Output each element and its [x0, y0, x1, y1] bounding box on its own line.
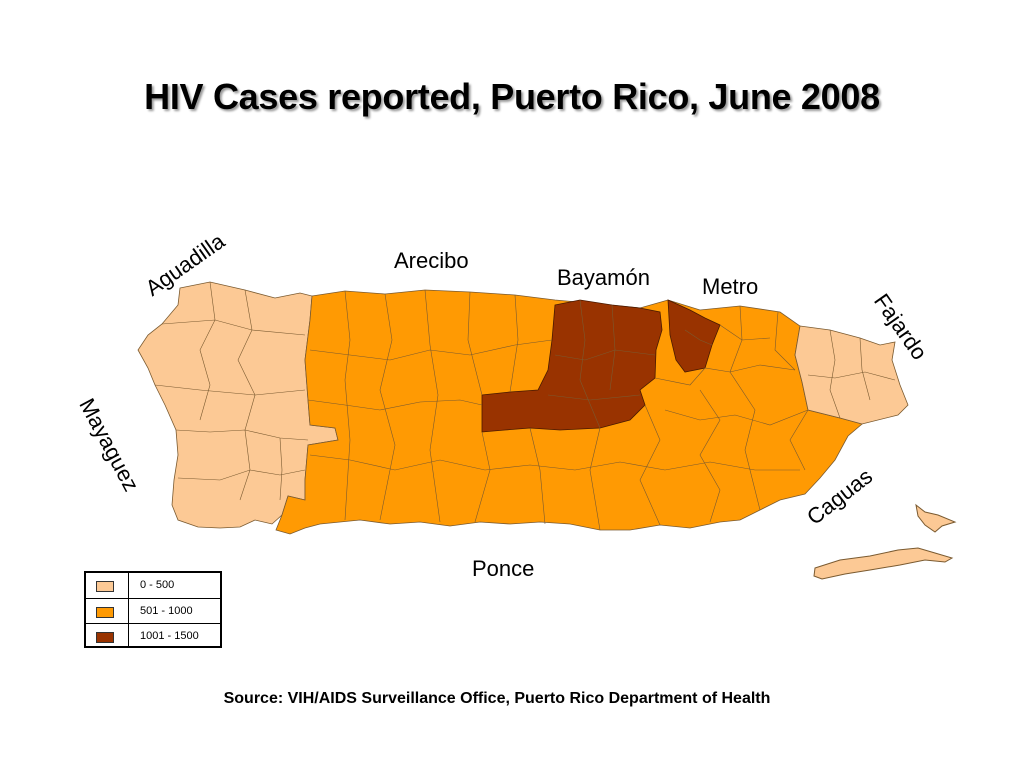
legend-label-low: 0 - 500 — [140, 579, 175, 591]
legend-row-high: 1001 - 1500 — [86, 623, 220, 649]
region-bayamon — [481, 299, 663, 433]
island-culebra — [915, 503, 957, 533]
legend-row-mid: 501 - 1000 — [86, 598, 220, 624]
map-legend: 0 - 500 501 - 1000 1001 - 1500 — [84, 571, 222, 648]
legend-swatch-mid — [96, 607, 114, 618]
label-metro: Metro — [702, 274, 759, 299]
map-title: HIV Cases reported, Puerto Rico, June 20… — [144, 76, 880, 117]
legend-swatch-high — [96, 632, 114, 643]
legend-swatch-low — [96, 581, 114, 592]
legend-label-high: 1001 - 1500 — [140, 630, 199, 642]
label-ponce: Ponce — [472, 556, 535, 581]
label-bayamon: Bayamón — [557, 265, 650, 290]
municipality-boundaries — [154, 281, 896, 531]
island-vieques — [813, 547, 954, 580]
legend-row-low: 0 - 500 — [86, 573, 220, 598]
source-note: Source: VIH/AIDS Surveillance Office, Pu… — [223, 690, 771, 707]
legend-divider — [128, 573, 129, 646]
label-arecibo: Arecibo — [394, 248, 469, 273]
legend-label-mid: 501 - 1000 — [140, 605, 193, 617]
